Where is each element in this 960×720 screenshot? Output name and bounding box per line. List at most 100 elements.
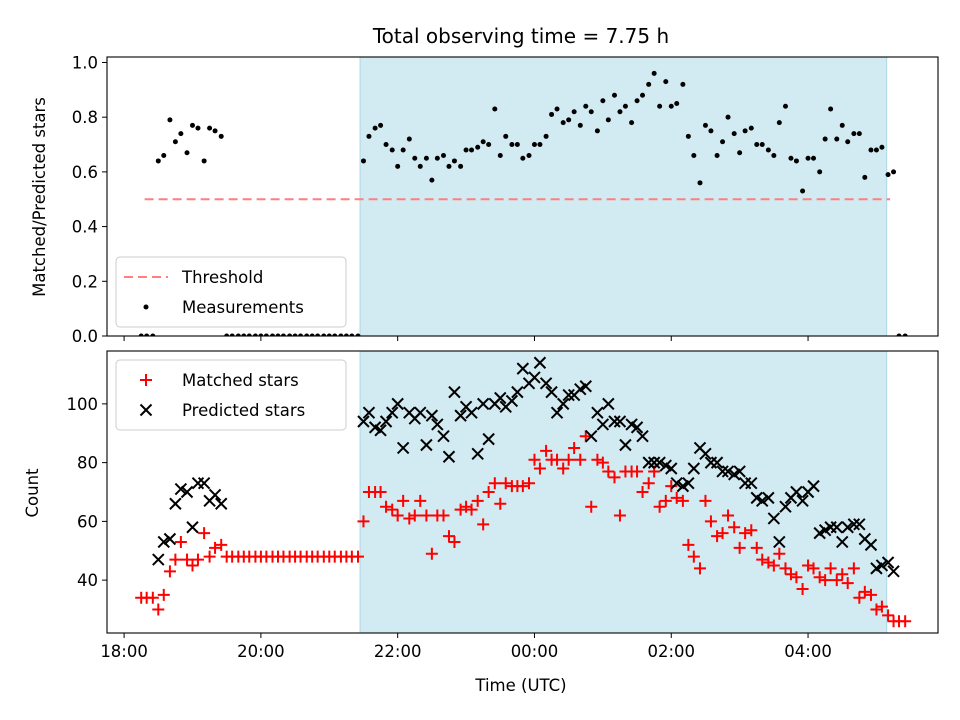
data-point (611, 92, 617, 98)
data-point (693, 562, 706, 575)
data-point (557, 462, 570, 475)
data-point (494, 391, 507, 405)
data-point (537, 142, 543, 148)
data-point (451, 158, 457, 164)
data-point (699, 447, 712, 461)
data-point (163, 565, 176, 578)
data-point (682, 476, 695, 490)
data-point (670, 491, 683, 504)
data-point (790, 485, 803, 499)
data-point (659, 494, 672, 507)
data-point (212, 128, 218, 134)
data-point (588, 109, 594, 115)
data-point (562, 388, 575, 402)
x-tick-label: 22:00 (374, 642, 422, 661)
data-point (349, 333, 355, 336)
y-tick-label: 100 (67, 395, 99, 414)
data-point (668, 103, 674, 109)
data-point (733, 465, 746, 478)
data-point (728, 521, 741, 534)
data-point (514, 142, 520, 148)
data-point (591, 453, 604, 466)
data-point (471, 447, 484, 461)
data-point (372, 125, 378, 131)
legend-label: Threshold (181, 268, 263, 287)
data-point (556, 397, 570, 411)
data-point (653, 500, 666, 513)
data-point (270, 333, 276, 336)
data-point (355, 333, 361, 336)
data-point (748, 125, 754, 131)
data-point (218, 133, 224, 139)
data-point (617, 109, 623, 115)
data-point (771, 152, 777, 158)
data-point (841, 521, 854, 534)
data-point (263, 333, 269, 336)
data-point (583, 103, 589, 109)
data-point (591, 406, 604, 419)
data-point (241, 333, 247, 336)
data-point (745, 476, 758, 490)
data-point (704, 515, 717, 528)
data-point (425, 409, 439, 422)
data-point (465, 503, 478, 516)
data-point (235, 333, 241, 336)
data-point (784, 568, 797, 581)
plot-frame (106, 350, 939, 634)
data-point (702, 122, 708, 128)
data-point (636, 429, 649, 443)
data-point (613, 415, 627, 428)
data-point (687, 550, 700, 563)
data-point (566, 117, 572, 123)
data-point (360, 158, 366, 164)
data-point (482, 432, 495, 446)
data-point (585, 500, 598, 513)
data-point (406, 136, 412, 142)
data-point (830, 521, 843, 534)
data-point (152, 603, 165, 616)
y-tick-label: 0.8 (72, 108, 98, 127)
data-point (531, 142, 537, 148)
data-point (379, 415, 393, 428)
data-point (189, 122, 195, 128)
data-point (144, 333, 150, 336)
data-point (773, 535, 786, 549)
data-point (737, 150, 743, 156)
data-point (549, 111, 555, 117)
data-point (304, 333, 310, 336)
data-point (258, 333, 264, 336)
data-point (550, 406, 564, 419)
y-tick-label: 0.2 (72, 272, 98, 291)
data-point (853, 591, 866, 604)
data-point (446, 163, 452, 169)
data-point (836, 535, 849, 549)
data-point (750, 541, 763, 554)
data-point (773, 547, 786, 560)
data-point (811, 155, 817, 161)
legend-marker (143, 304, 149, 310)
data-point (594, 128, 600, 134)
data-point (442, 450, 456, 463)
data-point (397, 494, 410, 507)
x-axis-label: Time (UTC) (474, 676, 566, 695)
data-point (201, 158, 207, 164)
data-point (864, 538, 878, 552)
data-point (157, 588, 170, 601)
data-point (208, 488, 222, 502)
data-point (380, 500, 393, 513)
data-point (326, 333, 332, 336)
legend-box (115, 359, 347, 431)
data-point (429, 177, 435, 183)
data-point (745, 524, 758, 537)
data-point (414, 406, 427, 419)
data-point (309, 333, 315, 336)
data-point (902, 333, 908, 336)
data-point (636, 486, 649, 498)
data-point (551, 453, 564, 466)
data-point (862, 174, 868, 180)
y-tick-label: 60 (77, 512, 98, 531)
data-point (374, 486, 387, 498)
data-point (870, 603, 883, 616)
data-point (209, 541, 222, 554)
